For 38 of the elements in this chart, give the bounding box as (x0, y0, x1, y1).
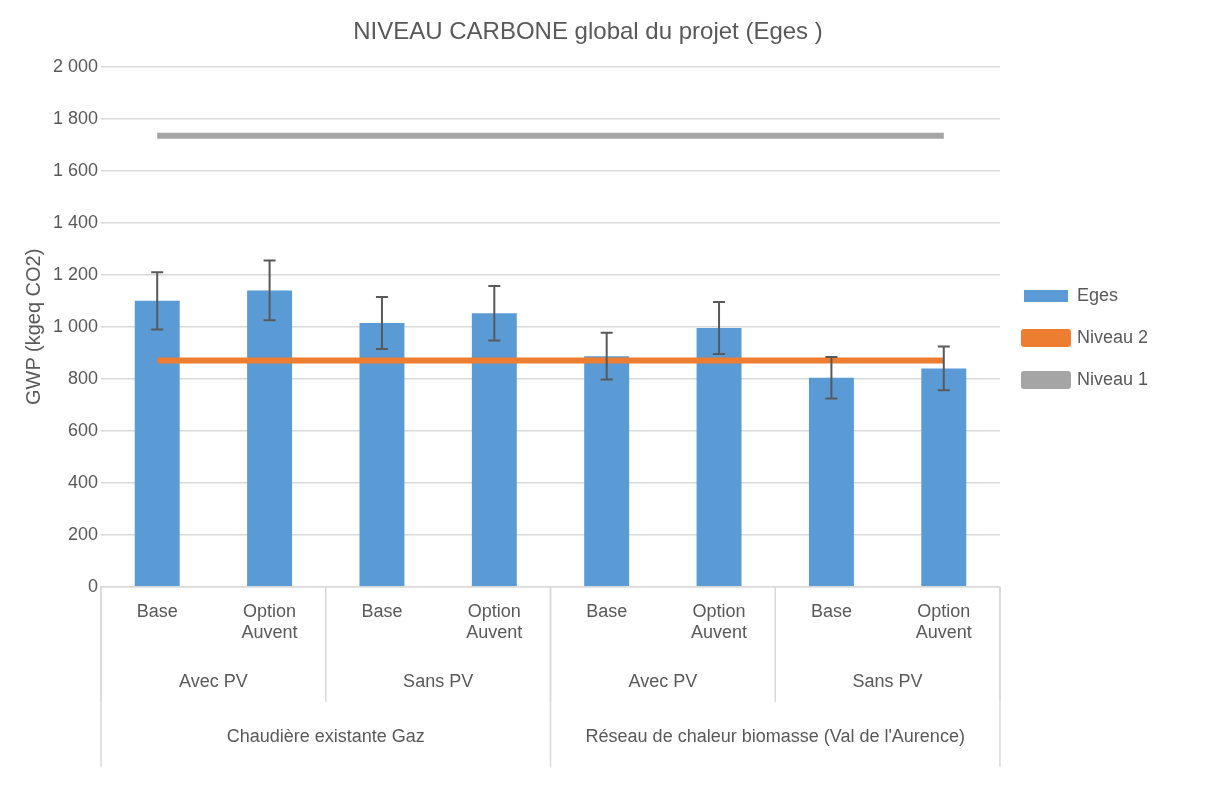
text: Réseau de chaleur biomasse (Val de l'Aurence) (585, 725, 965, 746)
x-tick-label: Base (361, 600, 403, 621)
y-axis-title: GWP (kgeq CO2) (21, 248, 44, 405)
legend-label: Niveau 1 (1076, 368, 1148, 389)
legend-label: Eges (1076, 284, 1118, 305)
bar (134, 300, 180, 587)
y-tick-label: 1 600 (53, 159, 99, 180)
y-tick-label: 0 (88, 575, 99, 596)
bar (471, 313, 517, 587)
x-tick-label: Option Auvent (915, 600, 972, 643)
x-tick-label: Base (586, 600, 628, 621)
y-tick-label: 1 000 (53, 315, 99, 336)
y-tick-label: 1 800 (53, 107, 99, 128)
bar (247, 290, 293, 587)
text: Avec PV (628, 670, 698, 691)
y-tick-label: 200 (68, 523, 99, 544)
y-tick-label: 1 400 (53, 211, 99, 232)
y-tick-label: 1 200 (53, 263, 99, 284)
text: Sans PV (403, 670, 474, 691)
bar (921, 368, 967, 587)
legend-label: Niveau 2 (1076, 326, 1148, 347)
y-tick-label: 2 000 (53, 55, 99, 76)
y-tick-label: 600 (68, 419, 99, 440)
bar (808, 377, 854, 587)
x-tick-label: Option Auvent (691, 600, 748, 643)
bar (584, 356, 630, 587)
x-tick-label: Option Auvent (466, 600, 523, 643)
x-tick-label: Option Auvent (241, 600, 298, 643)
y-tick-label: 400 (68, 471, 99, 492)
x-tick-label: Base (136, 600, 178, 621)
text: Sans PV (852, 670, 923, 691)
x-tick-label: Base (810, 600, 852, 621)
text: Chaudière existante Gaz (226, 725, 425, 746)
bar (696, 328, 742, 587)
text: Avec PV (179, 670, 248, 691)
y-tick-label: 800 (68, 367, 99, 388)
bar (359, 322, 405, 587)
chart-title: NIVEAU CARBONE global du projet (Eges ) (353, 17, 823, 45)
